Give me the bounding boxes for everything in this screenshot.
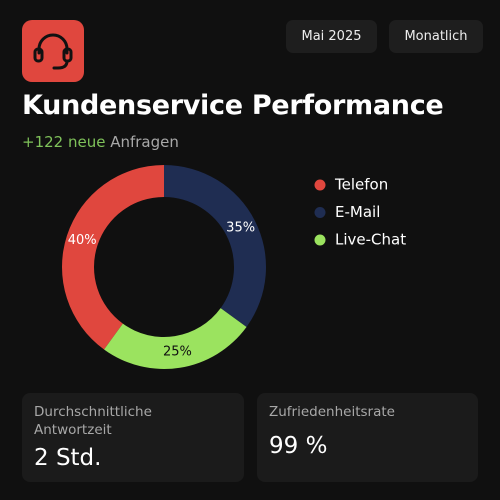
period-button[interactable]: Mai 2025: [286, 20, 377, 53]
subtitle-highlight: +122 neue: [22, 133, 106, 151]
subtitle-text: Anfragen: [110, 133, 179, 151]
legend-dot: [314, 207, 326, 218]
donut-segment: [164, 165, 266, 327]
stat-label: Durchschnittliche Antwortzeit: [34, 404, 152, 438]
value-label: 25%: [163, 344, 192, 359]
donut-segment: [62, 165, 165, 350]
app-icon: [22, 20, 84, 82]
stat-value: 99 %: [269, 433, 328, 459]
subtitle: +122 neue Anfragen: [22, 133, 179, 151]
stat-card: Durchschnittliche Antwortzeit 2 Std.: [22, 393, 244, 482]
title: Kundenservice Performance: [22, 90, 444, 121]
donut-segment: [104, 308, 247, 369]
interval-button[interactable]: Monatlich: [389, 20, 483, 53]
stat-label: Zufriedenheitsrate: [269, 404, 395, 420]
legend-label: Telefon: [334, 176, 388, 194]
value-label: 35%: [226, 220, 255, 235]
stat-value: 2 Std.: [34, 445, 102, 471]
stat-card: Zufriedenheitsrate 99 %: [257, 393, 478, 482]
value-label: 40%: [68, 233, 97, 248]
legend-label: Live-Chat: [335, 231, 406, 249]
legend-dot: [314, 234, 326, 246]
legend-label: E-Mail: [335, 203, 380, 221]
donut-chart: 40% 35% 25% Telefon E-Mail Live-Chat: [62, 165, 406, 369]
legend-dot: [314, 179, 326, 191]
